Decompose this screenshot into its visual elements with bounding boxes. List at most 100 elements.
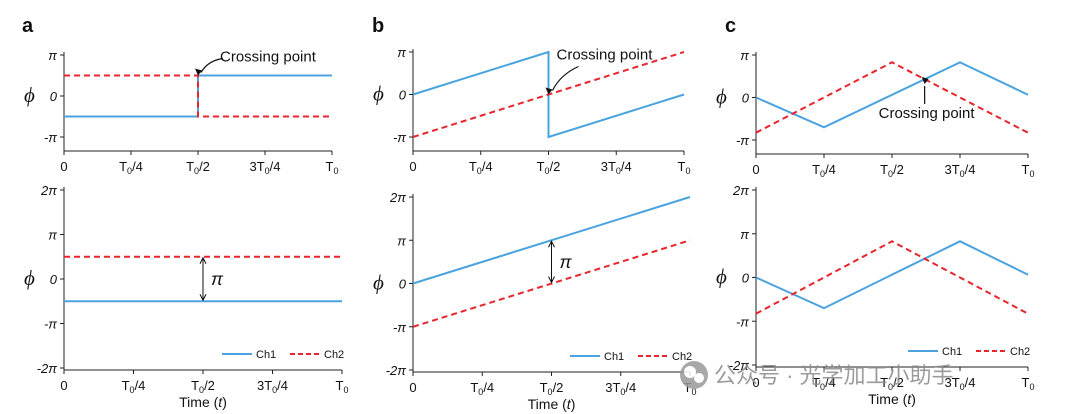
x-tick-label: 0 — [60, 378, 67, 393]
y-tick-label: -π — [44, 317, 57, 332]
series-ch2 — [755, 61, 1029, 134]
series-ch2 — [755, 240, 1029, 315]
arrow-head — [548, 276, 555, 284]
crossing-point-label: Crossing point — [220, 49, 317, 66]
arrow-head — [199, 256, 207, 264]
y-tick-label: 0 — [50, 89, 58, 104]
y-axis-label: ϕ — [373, 82, 384, 106]
y-tick-label: 2π — [389, 190, 406, 205]
x-tick-label: 0 — [409, 159, 416, 174]
y-axis-label: ϕ — [24, 83, 35, 107]
difference-label: π — [560, 252, 573, 272]
x-tick-label: T0/4 — [122, 378, 146, 395]
x-tick-label: 3T0/4 — [944, 375, 975, 392]
watermark-text: 公众号 · 光学加工小助手 — [714, 363, 954, 388]
x-tick-label: T0/2 — [540, 380, 564, 397]
legend-label-ch1: Ch1 — [942, 346, 962, 358]
panel-label-b: b — [372, 15, 384, 37]
x-axis-label: Time (t) — [179, 394, 227, 410]
x-tick-label: 0 — [752, 375, 759, 390]
y-tick-label: 0 — [742, 271, 750, 286]
arrow-head — [548, 240, 555, 248]
x-tick-label: T0/4 — [119, 159, 143, 176]
watermark: 公众号 · 光学加工小助手 — [680, 361, 954, 389]
panel-label-a: a — [22, 15, 34, 37]
legend-label-ch1: Ch1 — [256, 349, 276, 361]
x-tick-label: T0 — [336, 378, 349, 395]
x-tick-label: T0/2 — [537, 159, 561, 176]
crossing-point-arrowhead — [195, 68, 202, 76]
x-tick-label: 0 — [60, 159, 67, 174]
x-tick-label: 3T0/4 — [944, 162, 975, 179]
y-axis-label: ϕ — [373, 271, 384, 295]
x-tick-label: 3T0/4 — [601, 159, 632, 176]
series-ch2 — [64, 74, 332, 118]
x-tick-label: T0 — [1022, 375, 1035, 392]
y-tick-label: π — [740, 48, 749, 63]
crossing-point-label: Crossing point — [879, 105, 976, 122]
x-tick-label: T0/4 — [469, 159, 493, 176]
x-tick-label: T0/2 — [191, 378, 215, 395]
y-tick-label: 0 — [399, 277, 407, 292]
x-tick-label: T0 — [326, 159, 339, 176]
y-axis-label: ϕ — [716, 85, 727, 109]
y-axis-label: ϕ — [24, 266, 35, 290]
crossing-point-arrowhead — [921, 76, 929, 84]
x-tick-label: T0/2 — [186, 159, 210, 176]
y-tick-label: -2π — [37, 361, 58, 376]
y-tick-label: π — [740, 227, 749, 242]
y-tick-label: -2π — [386, 363, 407, 378]
legend-label-ch2: Ch2 — [324, 349, 344, 361]
y-tick-label: 2π — [40, 183, 57, 198]
x-tick-label: T0/4 — [470, 380, 494, 397]
x-tick-label: 0 — [409, 380, 416, 395]
y-tick-label: π — [397, 233, 406, 248]
crossing-point-arrow — [551, 65, 579, 91]
y-tick-label: π — [48, 228, 57, 243]
x-tick-label: T0 — [1022, 162, 1035, 179]
y-tick-label: 0 — [50, 272, 58, 287]
difference-label: π — [211, 269, 224, 289]
x-tick-label: T0/4 — [812, 162, 836, 179]
legend-label-ch2: Ch2 — [1010, 346, 1030, 358]
crossing-point-label: Crossing point — [557, 47, 654, 64]
crossing-point-arrowhead — [545, 87, 553, 95]
x-tick-label: 3T0/4 — [257, 378, 288, 395]
x-tick-label: T0/2 — [880, 375, 904, 392]
x-tick-label: T0/2 — [880, 162, 904, 179]
arrow-head — [199, 294, 207, 302]
y-tick-label: 0 — [399, 88, 407, 103]
x-axis-label: Time (t) — [528, 396, 576, 412]
y-tick-label: π — [397, 45, 406, 60]
series-ch1 — [755, 61, 1029, 129]
y-tick-label: -π — [393, 320, 406, 335]
y-axis-label: ϕ — [716, 265, 727, 289]
x-tick-label: T0 — [684, 380, 697, 397]
x-tick-label: 3T0/4 — [249, 159, 280, 176]
wechat-icon-bubble — [694, 373, 704, 383]
y-tick-label: -π — [736, 133, 749, 148]
legend-label-ch2: Ch2 — [672, 351, 692, 363]
x-tick-label: 3T0/4 — [605, 380, 636, 397]
y-tick-label: 0 — [742, 91, 750, 106]
y-tick-label: -2π — [729, 358, 750, 373]
y-tick-label: -π — [44, 130, 57, 145]
series-ch1 — [755, 240, 1029, 310]
y-tick-label: π — [48, 48, 57, 63]
x-axis-label: Time (t) — [868, 391, 916, 407]
crossing-point-arrow — [200, 57, 224, 73]
y-tick-label: -π — [393, 130, 406, 145]
x-tick-label: T0 — [678, 159, 691, 176]
y-tick-label: 2π — [732, 183, 749, 198]
panel-label-c: c — [725, 15, 736, 37]
wechat-icon-bubble — [684, 366, 696, 378]
legend-label-ch1: Ch1 — [604, 351, 624, 363]
y-tick-label: -π — [736, 314, 749, 329]
